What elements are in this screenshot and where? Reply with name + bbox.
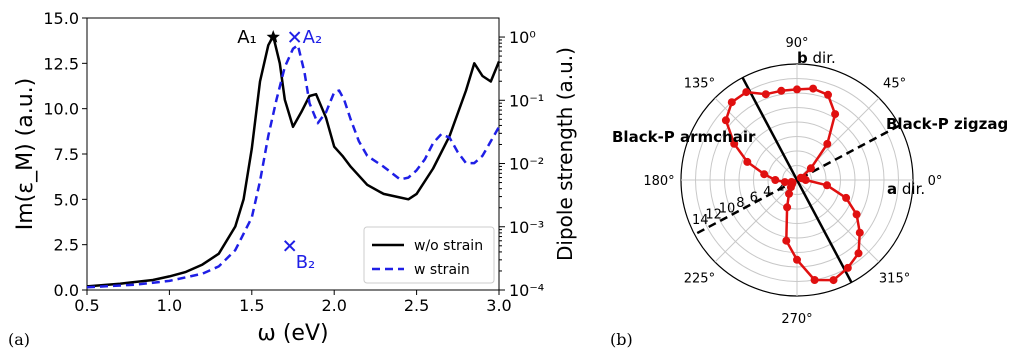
zigzag-annotation: Black-P zigzag xyxy=(886,115,1008,133)
polar-data-point xyxy=(780,178,789,187)
angle-label: 225° xyxy=(684,272,715,287)
angle-label: 135° xyxy=(684,76,715,91)
x-axis-ticks: 0.5 1.0 1.5 2.0 2.5 3.0 xyxy=(74,290,512,315)
polar-data-point xyxy=(829,276,838,285)
polar-data-point xyxy=(761,90,770,99)
y-tick-label: 10.0 xyxy=(43,100,79,119)
polar-data-point xyxy=(783,203,792,212)
y-tick-label: 5.0 xyxy=(54,190,79,209)
panel-label-a: (a) xyxy=(8,330,30,349)
legend-box xyxy=(363,226,495,284)
y-tick-label: 7.5 xyxy=(54,145,79,164)
polar-data-point xyxy=(824,90,832,99)
marker-label: B₂ xyxy=(296,252,316,273)
polar-data-point xyxy=(771,176,780,184)
legend-label-w-strain: w strain xyxy=(414,262,470,278)
polar-data-point xyxy=(810,276,819,284)
x-axis-label: ω (eV) xyxy=(257,321,328,346)
right-axis-ticks: 10⁰ 10⁻¹ 10⁻² 10⁻³ 10⁻⁴ xyxy=(499,28,544,300)
x-tick-label: 0.5 xyxy=(74,296,99,315)
y-axis-ticks: 0.0 2.5 5.0 7.5 10.0 12.5 15.0 xyxy=(43,9,87,300)
polar-data-point xyxy=(854,249,863,258)
y-tick-label: 12.5 xyxy=(43,54,79,73)
panel-a-line-chart: 0.5 1.0 1.5 2.0 2.5 3.0 0.0 2.5 5.0 7.5 10.0 12.5 1… xyxy=(8,9,577,349)
x-tick-label: 1.5 xyxy=(239,296,264,315)
panel-label-b: (b) xyxy=(610,330,633,349)
right-tick-label: 10⁻⁴ xyxy=(509,281,544,300)
right-tick-label: 10⁻³ xyxy=(509,218,544,237)
legend-label-w-o-strain: w/o strain xyxy=(414,238,483,254)
polar-data-point xyxy=(806,164,815,173)
angle-label: 270° xyxy=(781,312,812,327)
radial-tick-label: 2 xyxy=(776,180,784,195)
angle-label: 315° xyxy=(879,272,910,287)
polar-data-point xyxy=(743,157,752,166)
radial-tick-label: 4 xyxy=(763,185,771,200)
x-tick-label: 1.0 xyxy=(157,296,182,315)
polar-data-point xyxy=(742,88,751,97)
polar-spoke xyxy=(714,179,798,263)
x-tick-label: 2.5 xyxy=(404,296,429,315)
angle-label: 0° xyxy=(928,174,943,189)
marker-cross xyxy=(288,31,301,43)
polar-data-point xyxy=(721,116,730,125)
marker-label: A₂ xyxy=(303,27,323,48)
polar-data-point xyxy=(809,84,818,93)
radial-tick-label: 8 xyxy=(736,196,744,211)
y-tick-label: 2.5 xyxy=(54,236,79,255)
right-axis-label: Dipole strength (a.u.) xyxy=(553,47,577,261)
polar-data-point xyxy=(823,181,831,190)
polar-series xyxy=(721,84,864,285)
polar-data-point xyxy=(730,139,739,148)
right-tick-label: 10⁻² xyxy=(509,155,544,174)
polar-data-point xyxy=(823,139,832,148)
polar-data-point xyxy=(786,183,795,192)
polar-data-point xyxy=(793,255,801,264)
angle-label: 90° xyxy=(785,36,808,51)
polar-data-point xyxy=(842,193,851,202)
polar-data-point xyxy=(793,85,801,94)
armchair-annotation: Black-P armchair xyxy=(612,128,756,146)
polar-data-point xyxy=(777,86,786,95)
angle-label: 180° xyxy=(643,174,674,189)
marker-star xyxy=(266,30,280,43)
series-line-1 xyxy=(86,43,501,289)
reference-lines xyxy=(693,76,901,284)
marker-group: A₁ A₂ B₂ xyxy=(237,27,322,273)
polar-data-point xyxy=(760,170,769,179)
radial-tick-label: 6 xyxy=(750,191,758,206)
a-direction-label: a dir. xyxy=(887,180,925,198)
right-tick-label: 10⁰ xyxy=(509,28,536,47)
radial-tick-label: 10 xyxy=(719,202,736,217)
polar-data-point xyxy=(785,189,793,198)
polar-data-point xyxy=(831,110,840,119)
series-line-0 xyxy=(86,34,501,288)
x-tick-label: 2.0 xyxy=(321,296,346,315)
angle-labels: 0° 45° 90° 135° 180° 225° 270° 315° xyxy=(643,36,942,327)
polar-data-point xyxy=(796,173,805,182)
polar-data-point xyxy=(855,228,864,237)
radial-tick-label: 12 xyxy=(705,207,722,222)
armchair-line xyxy=(741,76,853,284)
y-tick-label: 15.0 xyxy=(43,9,79,28)
y-tick-label: 0.0 xyxy=(54,281,79,300)
marker-cross xyxy=(283,240,296,252)
b-direction-label: b dir. xyxy=(797,49,836,67)
right-tick-label: 10⁻¹ xyxy=(509,91,544,110)
polar-data-point xyxy=(843,263,852,272)
polar-spoke xyxy=(796,179,880,263)
panel-b-polar-chart: 0°45°90°135°180°225°270°315° 2468101214 … xyxy=(610,36,1008,349)
angle-label: 45° xyxy=(883,76,906,91)
polar-data-point xyxy=(852,210,861,219)
x-tick-label: 3.0 xyxy=(486,296,511,315)
series-group xyxy=(86,34,501,289)
y-axis-label: Im(ε_M) (a.u.) xyxy=(13,78,38,231)
radial-tick-label: 14 xyxy=(692,213,709,228)
polar-data-point xyxy=(782,236,791,245)
legend: w/o strain w strain xyxy=(363,226,495,284)
polar-data-point xyxy=(727,98,736,107)
marker-label: A₁ xyxy=(237,27,257,48)
